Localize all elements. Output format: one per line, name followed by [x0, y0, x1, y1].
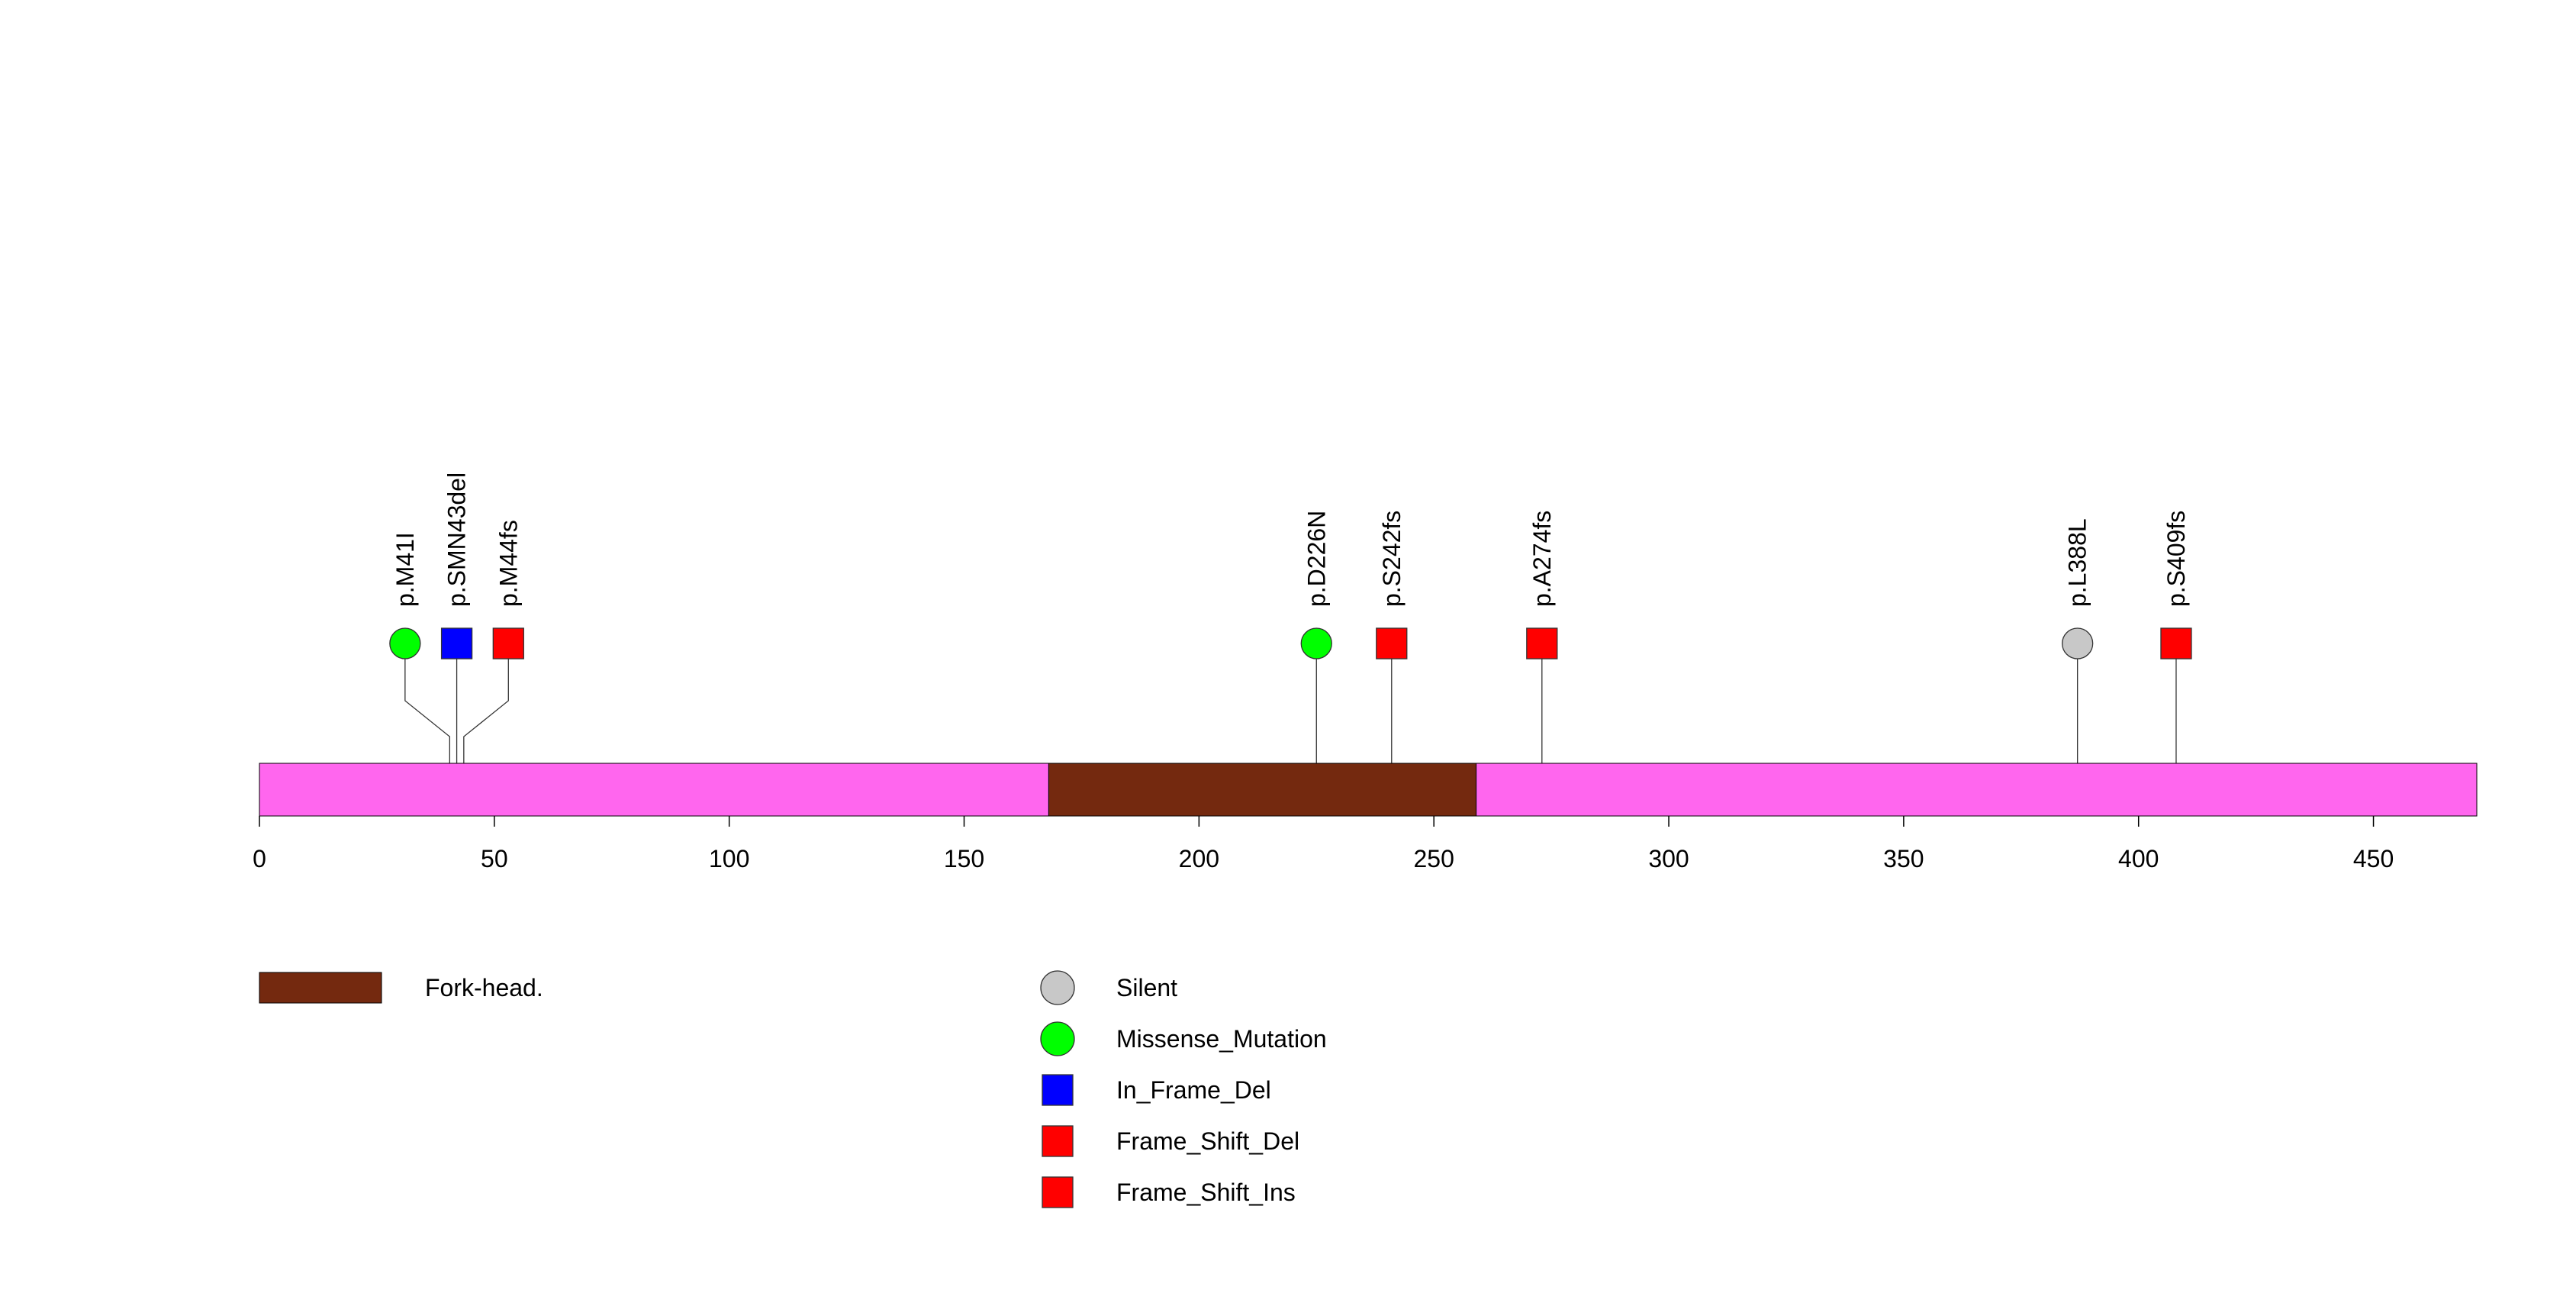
legend-label-frame-shift-ins: Frame_Shift_Ins: [1116, 1179, 1296, 1206]
legend-label-fork-head: Fork-head.: [425, 974, 543, 1001]
x-tick-label: 350: [1883, 845, 1924, 872]
x-tick-label: 400: [2118, 845, 2159, 872]
x-tick-label: 50: [481, 845, 508, 872]
mutation-stems: [404, 643, 2177, 816]
legend-marker-frame-shift-ins: [1042, 1176, 1074, 1208]
marker-p-l388l: [2062, 627, 2094, 660]
legend-label-in-frame-del: In_Frame_Del: [1116, 1076, 1271, 1104]
legend-marker-frame-shift-del: [1042, 1125, 1074, 1157]
marker-p-m41i: [389, 627, 421, 660]
legend-marker-in-frame-del: [1042, 1074, 1074, 1106]
legend-marker-silent: [1040, 970, 1075, 1005]
label-p-s409fs: p.S409fs: [2162, 511, 2190, 607]
x-tick-label: 150: [944, 845, 984, 872]
domain-fork-head: [1048, 763, 1477, 817]
legend-marker-missense-mutation: [1040, 1021, 1075, 1056]
label-p-m44fs: p.M44fs: [494, 520, 522, 607]
mutation-markers: [389, 627, 2192, 660]
x-tick-label: 0: [253, 845, 266, 872]
x-tick-label: 200: [1179, 845, 1219, 872]
legend-label-missense-mutation: Missense_Mutation: [1116, 1025, 1327, 1053]
marker-p-s242fs: [1376, 627, 1408, 660]
mutation-labels: p.M41I p.SMN43del p.M44fs p.D226N p.S242fs p.…: [391, 472, 2190, 607]
legend-swatch-fork-head: [259, 972, 382, 1004]
label-p-s242fs: p.S242fs: [1378, 511, 1406, 607]
marker-p-a274fs: [1526, 627, 1558, 660]
label-p-a274fs: p.A274fs: [1528, 511, 1556, 607]
protein-track: [259, 763, 2478, 817]
label-p-smn43del: p.SMN43del: [443, 472, 471, 607]
x-axis: 0 50 100 150 200 250 300 350 400 450: [253, 816, 2394, 872]
x-tick-label: 100: [709, 845, 749, 872]
legend-label-silent: Silent: [1116, 974, 1177, 1001]
label-p-d226n: p.D226N: [1302, 511, 1330, 607]
x-tick-label: 250: [1413, 845, 1454, 872]
marker-p-d226n: [1300, 627, 1332, 660]
marker-p-smn43del: [440, 627, 473, 660]
label-p-l388l: p.L388L: [2064, 518, 2091, 607]
mutation-type-legend: Silent Missense_Mutation In_Frame_Del Frame…: [1040, 970, 1327, 1208]
label-p-m41i: p.M41I: [391, 532, 419, 607]
marker-p-s409fs: [2160, 627, 2192, 660]
x-tick-label: 300: [1648, 845, 1689, 872]
marker-p-m44fs: [492, 627, 524, 660]
domain-legend: Fork-head.: [259, 972, 543, 1004]
legend-label-frame-shift-del: Frame_Shift_Del: [1116, 1127, 1299, 1155]
x-tick-label: 450: [2353, 845, 2394, 872]
